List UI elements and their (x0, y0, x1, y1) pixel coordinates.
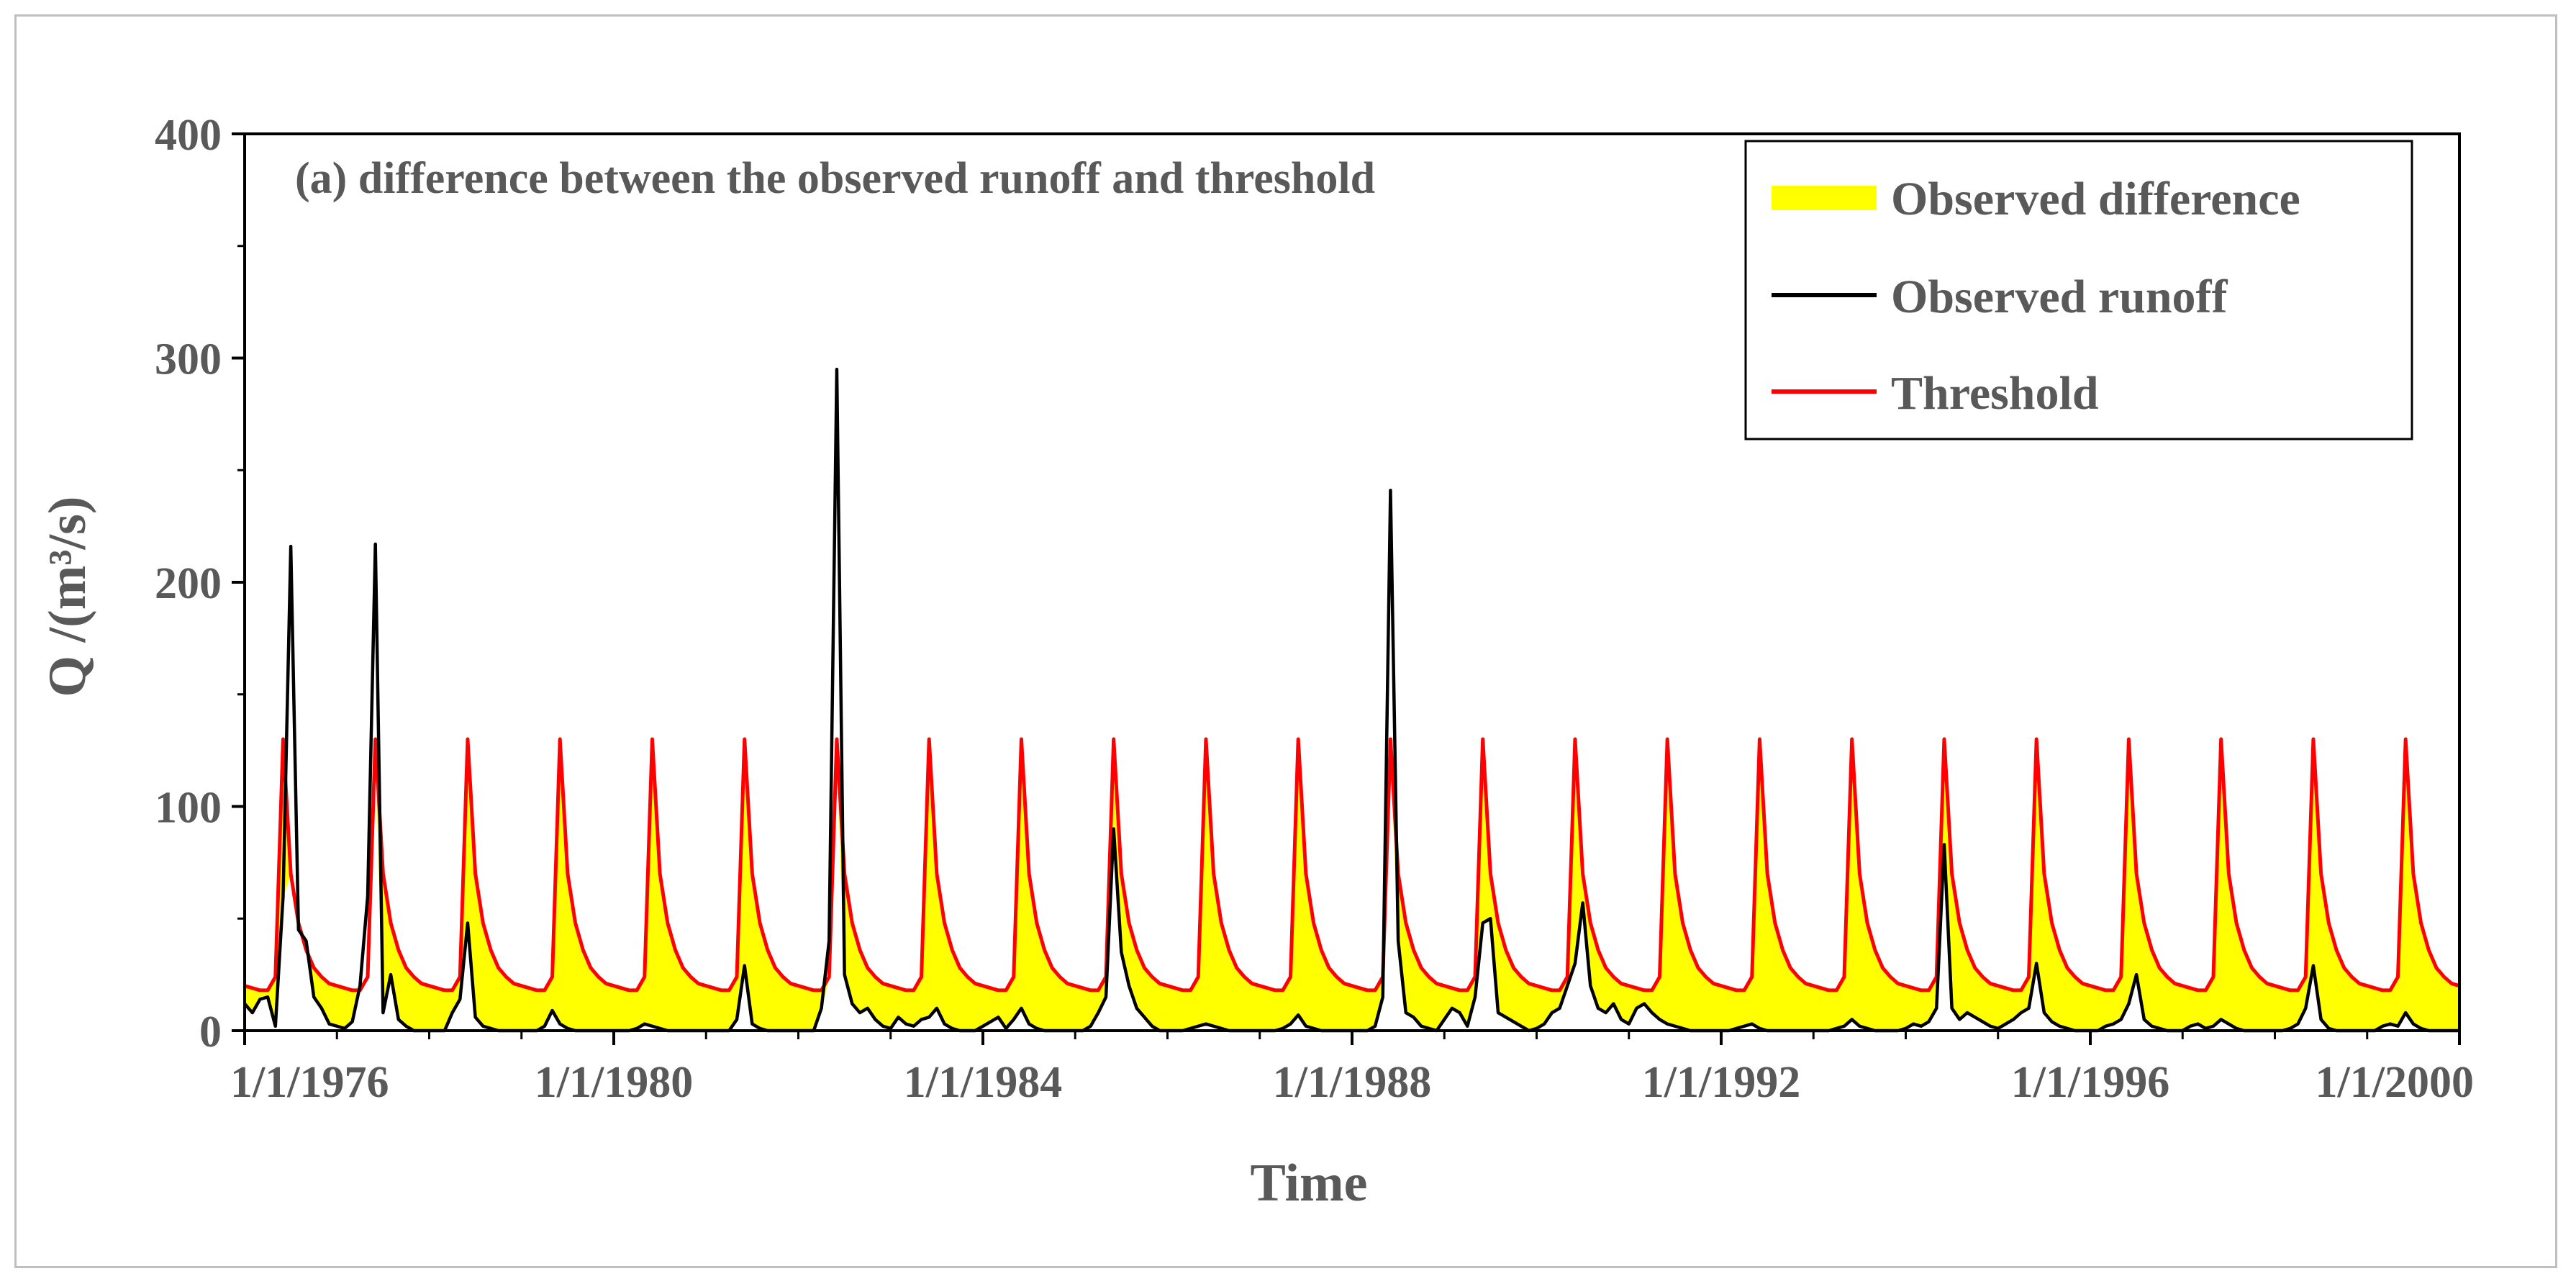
difference-area-segment (1820, 987, 1830, 1031)
difference-area-segment (1805, 982, 1814, 1031)
difference-area-segment (2282, 987, 2291, 1031)
x-tick-label: 1/1/1980 (535, 1058, 693, 1107)
difference-area-segment (628, 990, 638, 1031)
difference-area-segment (1067, 982, 1076, 1031)
difference-area-segment (982, 985, 992, 1027)
x-axis-title: Time (1250, 1154, 1367, 1213)
difference-area-segment (2198, 990, 2206, 1029)
y-tick-label: 0 (199, 1008, 222, 1057)
difference-area-segment (790, 982, 799, 1031)
difference-area-segment (1167, 985, 1176, 1031)
difference-area-segment (2097, 987, 2106, 1031)
difference-area-segment (1620, 982, 1630, 1025)
difference-area-segment (1905, 985, 1914, 1029)
difference-area-segment (2190, 987, 2199, 1027)
difference-area-segment (2182, 985, 2191, 1031)
difference-area-segment (1528, 982, 1537, 1031)
y-axis-title: Q /(m³/s) (38, 496, 97, 697)
difference-area-segment (1913, 987, 1922, 1027)
difference-area-segment (713, 987, 722, 1031)
difference-area-segment (1082, 987, 1092, 1031)
difference-area-segment (329, 982, 337, 1027)
difference-area-segment (882, 982, 892, 1029)
difference-area-segment (436, 987, 445, 1031)
y-tick-label: 300 (155, 335, 222, 384)
difference-area-segment (605, 982, 614, 1031)
difference-area-segment (974, 982, 984, 1031)
difference-area-segment (1897, 982, 1906, 1031)
x-tick-label: 1/1/1996 (2011, 1058, 2169, 1107)
difference-area-segment (1074, 985, 1084, 1031)
difference-area-segment (1266, 987, 1276, 1031)
difference-area-segment (1259, 985, 1268, 1031)
x-tick-label: 1/1/2000 (2316, 1058, 2474, 1107)
difference-area-segment (805, 987, 815, 1031)
difference-area-segment (1720, 985, 1730, 1031)
difference-area-segment (613, 985, 622, 1031)
difference-area-segment (536, 990, 545, 1031)
difference-area-segment (621, 987, 630, 1031)
difference-area-segment (1813, 985, 1822, 1031)
difference-area-segment (1736, 990, 1745, 1029)
legend-label-observed-difference: Observed difference (1891, 173, 2300, 225)
difference-area-segment (521, 985, 530, 1031)
difference-area-segment (429, 985, 437, 1031)
difference-area-segment (1359, 987, 1368, 1031)
difference-area-segment (528, 987, 538, 1031)
x-tick-label: 1/1/1988 (1273, 1058, 1431, 1107)
y-tick-label: 100 (155, 784, 222, 833)
difference-area-segment (2082, 982, 2091, 1031)
difference-area-segment (2267, 982, 2275, 1031)
difference-area-segment (1536, 985, 1545, 1029)
axes-layer: 0 100 200 300 400 1/1/1976 1/1/1980 1/1/1984 1/1… (155, 111, 2474, 1107)
difference-area-segment (705, 985, 715, 1031)
legend-label-observed-runoff: Observed runoff (1891, 271, 2228, 323)
difference-area-segment (2367, 985, 2375, 1031)
difference-area-segment (513, 982, 522, 1031)
difference-area-segment (1728, 987, 1737, 1031)
difference-area-segment (421, 982, 430, 1031)
difference-area-segment (1159, 982, 1168, 1031)
x-tick-label: 1/1/1984 (904, 1058, 1062, 1107)
difference-area-segment (2275, 985, 2283, 1031)
difference-area-segment (698, 982, 707, 1031)
difference-area-segment (1713, 982, 1722, 1031)
legend-label-threshold: Threshold (1891, 367, 2099, 420)
legend: Observed difference Observed runoff Thre… (1744, 140, 2413, 440)
y-tick-label: 200 (155, 559, 222, 608)
difference-area-segment (798, 985, 807, 1031)
y-tick-label: 400 (155, 111, 222, 160)
difference-area-segment (1251, 982, 1261, 1031)
x-tick-label: 1/1/1976 (230, 1058, 389, 1107)
difference-area-segment (2374, 987, 2383, 1031)
difference-area-segment (721, 990, 730, 1031)
difference-area-segment (1990, 982, 1999, 1029)
legend-swatch-observed-difference (1772, 186, 1877, 210)
difference-area-segment (2090, 985, 2099, 1031)
difference-area-segment (1997, 985, 2006, 1029)
difference-area-segment (1343, 982, 1353, 1031)
threshold-line (244, 737, 2460, 993)
chart-title: (a) difference between the observed runo… (295, 154, 1375, 203)
difference-area-segment (1182, 990, 1192, 1031)
difference-area-segment (1174, 987, 1184, 1031)
difference-area-segment (1351, 985, 1361, 1031)
difference-area-segment (2174, 982, 2183, 1031)
difference-area-segment (2105, 990, 2114, 1027)
x-tick-label: 1/1/1992 (1642, 1058, 1800, 1107)
difference-area-segment (1274, 990, 1284, 1031)
difference-area-segment (905, 990, 915, 1027)
difference-area-segment (2359, 982, 2368, 1031)
difference-area-segment (2382, 990, 2391, 1027)
difference-area-segment (1828, 990, 1837, 1031)
difference-area-segment (336, 985, 345, 1029)
